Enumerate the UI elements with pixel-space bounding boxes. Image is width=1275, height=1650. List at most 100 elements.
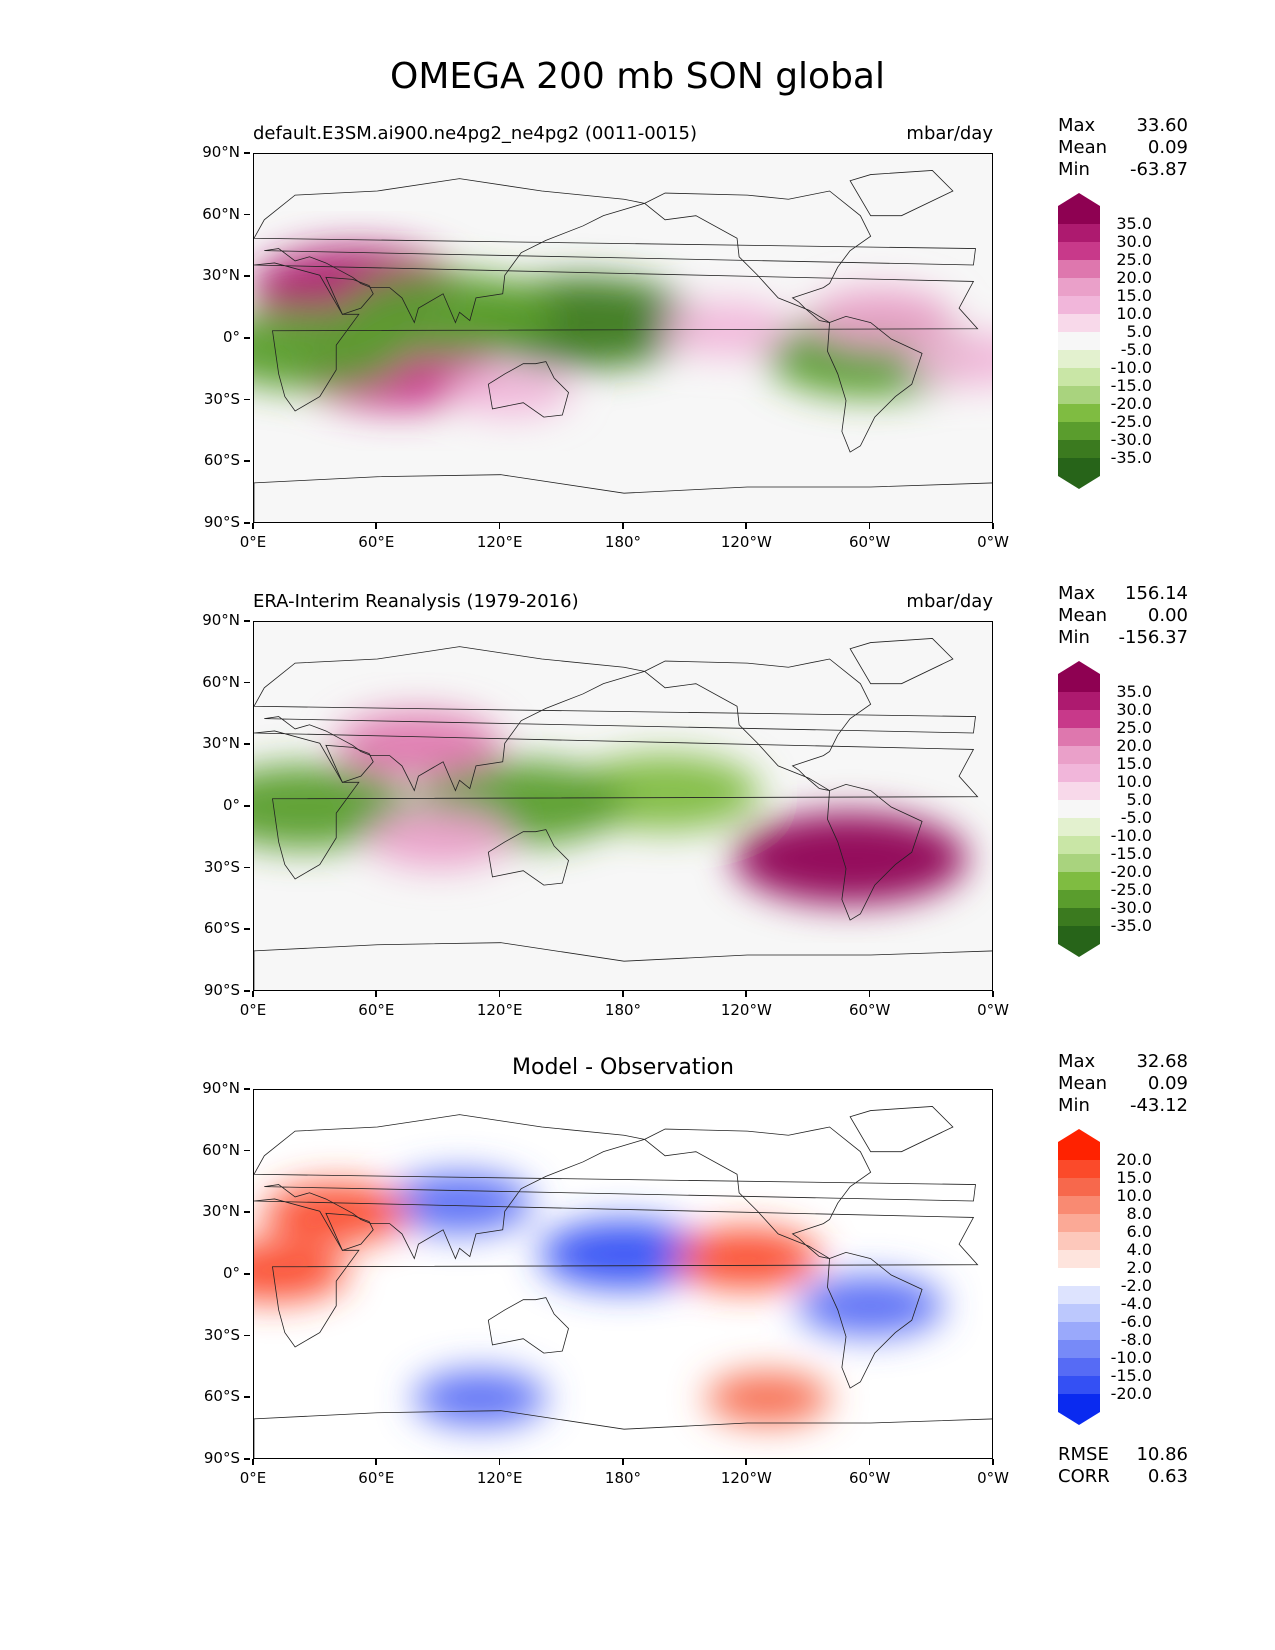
colorbar-cell [1058,260,1100,278]
colorbar-tick-label: 20.0 [1116,1150,1152,1169]
figure-title: OMEGA 200 mb SON global [390,56,885,97]
map-canvas [254,154,992,522]
xtick-mark [868,991,871,997]
colorbar-cell [1058,422,1100,440]
coastline-0 [254,730,979,880]
map-reference[interactable] [253,621,993,991]
field-andes-sinking [733,812,968,905]
xtick-label: 0°E [239,1469,267,1487]
colorbar-tick-label: -10.0 [1110,1348,1152,1367]
ytick-label: 90°S [180,513,250,531]
xtick-mark [745,1459,747,1465]
coastline-0 [254,1198,979,1348]
xtick-label: 180° [604,533,642,551]
coastline-3 [487,1297,569,1354]
colorbar-tick-label: -5.0 [1120,808,1152,827]
colorbar-tick-label: 4.0 [1126,1240,1152,1259]
metric-row-corr: CORR 0.63 [1058,1466,1188,1488]
stat-label-max: Max [1058,1051,1096,1072]
colorbar-cell [1058,350,1100,368]
stat-label-min: Min [1058,1095,1090,1116]
colorbar-cell [1058,404,1100,422]
colorbar-cell [1058,1268,1100,1286]
field-southern-ocean-positive [705,1372,830,1425]
colorbar-tick-label: 30.0 [1116,232,1152,251]
stat-row-mean: Mean 0.00 [1058,605,1188,627]
metric-label-corr: CORR [1058,1466,1110,1487]
ytick-label: 60°N [180,673,250,691]
xtick-label: 60°W [848,1001,891,1019]
colorbar-cell [1058,278,1100,296]
panel-title-left: ERA-Interim Reanalysis (1979-2016) [253,591,579,612]
colorbar-cell [1058,332,1100,350]
colorbar-cell [1058,1394,1100,1412]
coastlines [254,638,992,990]
coastline-6 [849,638,954,685]
stat-value-max: 32.68 [1136,1051,1188,1072]
stat-label-max: Max [1058,583,1096,604]
xtick-label: 120°E [476,1001,523,1019]
field-africa-positive [254,1240,348,1301]
coastline-7 [254,474,992,522]
map-difference[interactable] [253,1089,993,1459]
coastline-4 [643,190,872,323]
colorbar-cell [1058,458,1100,476]
colorbar-tick-label: -20.0 [1110,1384,1152,1403]
ytick-label: 60°S [180,919,250,937]
map-model[interactable] [253,153,993,523]
xtick-label: 0°E [239,533,267,551]
colorbar-cell [1058,440,1100,458]
coastline-6 [849,170,954,217]
ytick-label: 90°N [180,611,250,629]
colorbar-tick-label: 10.0 [1116,1186,1152,1205]
stat-row-mean: Mean 0.09 [1058,1073,1188,1095]
xtick-label: 0°W [977,1469,1009,1487]
colorbar-cell [1058,710,1100,728]
colorbar-cell [1058,368,1100,386]
field-australia-sinking [448,364,573,417]
colorbar-tick-label: 35.0 [1116,682,1152,701]
colorbar-cell [1058,818,1100,836]
map-canvas [254,622,992,990]
coastline-1 [254,646,976,792]
stat-value-mean: 0.09 [1147,1073,1188,1094]
colorbar-cell [1058,854,1100,872]
metric-value-corr: 0.63 [1147,1466,1188,1487]
panel-units: mbar/day [906,591,993,612]
field-e-pacific-sinking [660,301,794,357]
stat-row-max: Max 33.60 [1058,115,1188,137]
colorbar-tick-label: 10.0 [1116,772,1152,791]
colorbar-cell [1058,908,1100,926]
colorbar-cell [1058,224,1100,242]
xtick-label: 60°E [358,533,395,551]
colorbar-tick-label: 15.0 [1116,1168,1152,1187]
coastline-0 [254,262,979,412]
colorbar-cell [1058,746,1100,764]
stat-value-max: 156.14 [1125,583,1188,604]
colorbar-tick-label: 5.0 [1126,322,1152,341]
ytick-label: 0° [180,328,250,346]
coastlines [254,170,992,522]
map-canvas [254,1090,992,1458]
xtick-mark [745,523,747,529]
ytick-label: 30°S [180,858,250,876]
field-e-pacific-positive [674,1228,821,1289]
colorbar-tick-label: -20.0 [1110,862,1152,881]
colorbar-tick-label: -20.0 [1110,394,1152,413]
stat-row-max: Max 32.68 [1058,1051,1188,1073]
colorbar [1058,661,1100,957]
colorbar-tick-label: -5.0 [1120,340,1152,359]
colorbar-tick-label: -2.0 [1120,1276,1152,1295]
colorbar-tick-label: 20.0 [1116,736,1152,755]
colorbar-cell [1058,1340,1100,1358]
xtick-label: 0°W [977,1001,1009,1019]
ytick-label: 60°S [180,1387,250,1405]
stat-label-min: Min [1058,627,1090,648]
ytick-label: 30°S [180,390,250,408]
colorbar [1058,1129,1100,1425]
coastline-1 [254,178,976,324]
colorbar-tick-label: -4.0 [1120,1294,1152,1313]
ytick-label: 30°S [180,1326,250,1344]
colorbar [1058,193,1100,489]
stats-box: Max 32.68 Mean 0.09 Min -43.12 [1058,1051,1188,1117]
